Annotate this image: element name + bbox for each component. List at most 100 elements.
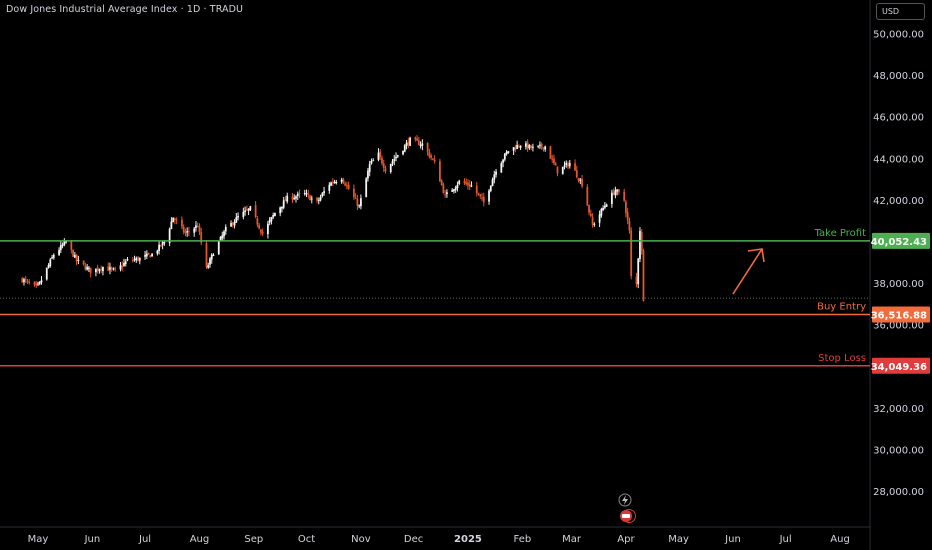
candle xyxy=(377,148,380,162)
candle xyxy=(172,217,175,223)
candle xyxy=(100,265,103,274)
candle xyxy=(367,167,369,182)
candle xyxy=(72,249,74,258)
candle xyxy=(195,221,197,232)
candle xyxy=(428,148,431,159)
candle-body xyxy=(110,267,113,269)
candle-body xyxy=(417,140,420,146)
x-tick-label: Jul xyxy=(138,534,151,545)
candle xyxy=(61,242,64,249)
candle-body xyxy=(491,179,494,187)
candle xyxy=(342,177,345,184)
candle xyxy=(217,240,220,256)
candle-body xyxy=(223,231,225,237)
candle xyxy=(73,252,76,259)
candle xyxy=(618,188,620,195)
x-tick-label: Nov xyxy=(351,534,371,545)
x-tick-label: Jun xyxy=(724,534,741,545)
candle-body xyxy=(84,265,87,270)
candle xyxy=(598,210,601,228)
candle-body xyxy=(442,184,445,194)
candle-body xyxy=(291,196,294,200)
earnings-icon[interactable] xyxy=(619,509,636,523)
candle-body xyxy=(112,268,115,270)
candle-body xyxy=(402,150,404,155)
candle-body xyxy=(642,250,645,301)
chart-title: Dow Jones Industrial Average Index · 1D … xyxy=(6,4,244,15)
candle xyxy=(416,135,418,141)
candle xyxy=(396,154,399,158)
candle-body xyxy=(331,182,334,184)
candle xyxy=(295,195,297,203)
candle xyxy=(49,257,52,268)
candle xyxy=(110,266,113,272)
candle-body xyxy=(628,220,631,231)
candle-body xyxy=(242,211,245,217)
candle xyxy=(281,206,283,213)
candle-body xyxy=(205,243,208,268)
candle-body xyxy=(293,198,296,200)
candle-body xyxy=(626,212,629,221)
candle-body xyxy=(488,190,490,202)
candle xyxy=(505,150,508,156)
candle-body xyxy=(21,278,24,283)
time-axis[interactable]: May Jun Jul Aug Sep Oct Nov Dec 2025 Feb Mar Apr May… xyxy=(28,534,850,545)
candle xyxy=(135,256,138,263)
candle-body xyxy=(514,148,517,150)
candle xyxy=(630,227,633,280)
candle-body xyxy=(86,267,89,270)
candle-body xyxy=(430,155,433,158)
candle xyxy=(475,182,478,197)
candle xyxy=(444,190,447,198)
candle xyxy=(38,281,41,286)
candle xyxy=(298,189,301,199)
candle xyxy=(198,223,201,236)
x-tick-label: May xyxy=(28,534,49,545)
candle xyxy=(512,146,515,155)
candle xyxy=(502,158,504,168)
candle xyxy=(330,181,332,187)
candle xyxy=(291,193,294,204)
candle xyxy=(493,170,496,184)
candle xyxy=(586,184,589,206)
currency-selector[interactable]: USD xyxy=(876,3,925,20)
candle xyxy=(212,253,215,257)
candle-body xyxy=(419,144,422,146)
candle xyxy=(293,194,296,201)
candle-body xyxy=(367,170,369,179)
candle-body xyxy=(368,164,371,172)
candle xyxy=(75,254,78,266)
candle-body xyxy=(268,220,271,223)
candle xyxy=(477,192,480,196)
candle-body xyxy=(200,231,203,243)
levels xyxy=(0,240,870,367)
candle-body xyxy=(544,146,547,150)
candle xyxy=(414,136,417,142)
candle-body xyxy=(356,198,359,206)
candle-body xyxy=(168,228,171,244)
candle xyxy=(149,255,152,258)
candle-body xyxy=(426,142,429,152)
candle xyxy=(612,188,615,196)
candle xyxy=(458,179,461,186)
candle-body xyxy=(551,158,554,160)
level-label-stop-loss: Stop Loss xyxy=(818,353,866,364)
candle xyxy=(438,158,441,182)
candle-body xyxy=(568,162,571,167)
candle-body xyxy=(451,190,454,192)
candle-body xyxy=(526,142,529,149)
candle-body xyxy=(591,217,594,225)
candle-body xyxy=(554,163,557,166)
projection-arrow[interactable] xyxy=(732,248,765,295)
candle xyxy=(24,276,27,284)
candle xyxy=(28,278,31,285)
x-tick-label: 2025 xyxy=(454,534,482,545)
candle-body xyxy=(114,268,117,270)
candle-body xyxy=(198,226,201,232)
lightning-icon[interactable] xyxy=(618,493,632,507)
candle xyxy=(321,191,324,198)
candle xyxy=(368,160,371,177)
candle-body xyxy=(321,193,324,197)
candle xyxy=(23,277,25,286)
